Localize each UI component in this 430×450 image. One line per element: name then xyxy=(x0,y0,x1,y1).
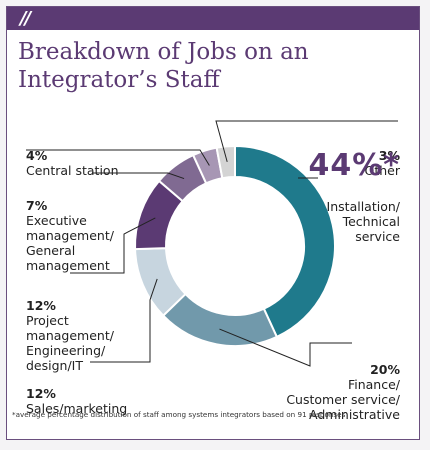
slice-installation xyxy=(234,144,336,339)
pct-sales: 12% xyxy=(26,386,56,401)
text-sales: Sales/marketing xyxy=(26,401,128,416)
leader-other xyxy=(215,120,398,162)
text-central-station: Central station xyxy=(26,163,119,178)
header-mark: // xyxy=(20,8,31,29)
text-finance: Finance/ Customer service/ Administrativ… xyxy=(286,377,400,422)
label-finance: 20% Finance/ Customer service/ Administra… xyxy=(286,332,400,422)
donut-slices xyxy=(134,144,336,347)
text-other: Other xyxy=(364,163,401,178)
pct-other: 3% xyxy=(378,148,400,163)
chart-title-line-1: Breakdown of Jobs on an xyxy=(18,39,309,65)
pct-project: 12% xyxy=(26,298,56,313)
label-other: 3% Other xyxy=(365,118,401,178)
chart-title: Breakdown of Jobs on an Integrator’s Sta… xyxy=(18,38,408,94)
pct-executive: 7% xyxy=(26,198,48,213)
footnote: *average percentage distribution of staf… xyxy=(12,410,346,419)
header-bar: // xyxy=(7,7,419,30)
label-sales: 12% Sales/marketing xyxy=(26,356,127,416)
pct-finance: 20% xyxy=(370,362,400,377)
pct-central-station: 4% xyxy=(26,148,48,163)
leader-project xyxy=(70,217,156,274)
leader-executive xyxy=(92,172,185,180)
text-executive: Executive management/ General management xyxy=(26,213,114,273)
label-project: 12% Project management/ Engineering/ desi… xyxy=(26,268,114,373)
slice-finance xyxy=(161,292,279,347)
text-project: Project management/ Engineering/ design/… xyxy=(26,313,114,373)
text-installation: Installation/ Technical service xyxy=(326,199,400,244)
leader-sales xyxy=(90,278,158,363)
pct-installation: 44%* xyxy=(308,148,400,183)
label-installation: Installation/ Technical service xyxy=(319,184,400,244)
chart-title-line-2: Integrator’s Staff xyxy=(18,67,220,93)
infographic-card: // xyxy=(6,6,420,440)
leader-finance xyxy=(219,328,352,367)
label-central-station: 4% Central station xyxy=(26,118,119,178)
leader-central-station xyxy=(26,149,210,166)
label-executive: 7% Executive management/ General manageme… xyxy=(26,168,114,273)
leader-lines xyxy=(26,120,398,367)
